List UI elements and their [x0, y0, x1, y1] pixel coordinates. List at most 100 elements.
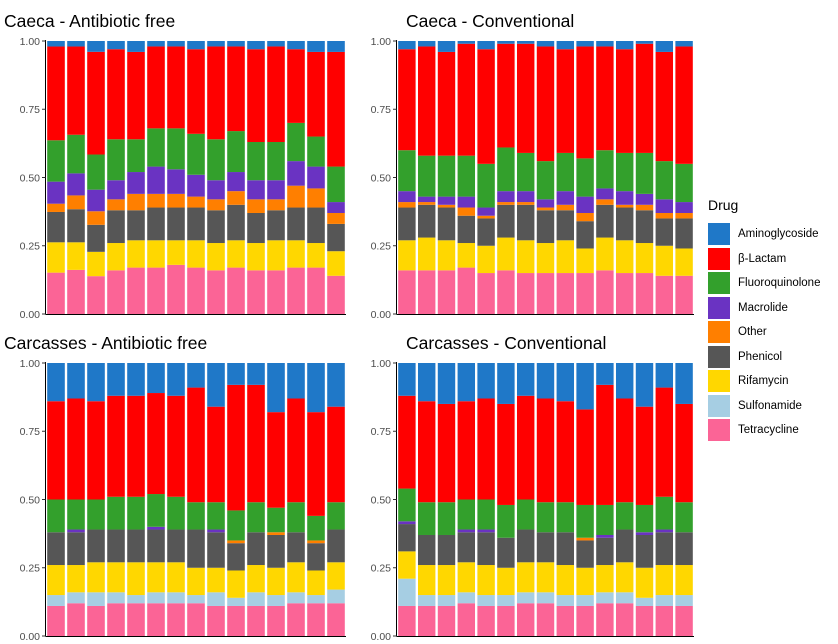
- bar-segment: [516, 43, 535, 153]
- bar-segment: [477, 499, 495, 530]
- bar-segment: [536, 502, 555, 533]
- bar-segment: [307, 188, 325, 208]
- bar-segment: [287, 161, 305, 186]
- bar: [655, 41, 674, 314]
- bar-segment: [47, 532, 65, 566]
- bar-segment: [675, 212, 693, 219]
- bar-segment: [457, 196, 476, 208]
- legend-label: β-Lactam: [738, 252, 787, 265]
- bar-segment: [556, 595, 575, 606]
- bar-segment: [457, 401, 476, 500]
- bar-segment: [576, 567, 594, 596]
- bar-segment: [576, 212, 594, 222]
- legend-swatch: [708, 247, 730, 270]
- bar-segment: [398, 605, 416, 636]
- bar-segment: [417, 237, 436, 271]
- bar-segment: [167, 240, 185, 265]
- bar-segment: [227, 363, 245, 385]
- bar-segment: [675, 248, 693, 276]
- bar-segment: [655, 605, 674, 636]
- bar-segment: [147, 592, 165, 604]
- bar-segment: [675, 605, 693, 636]
- bar-segment: [127, 172, 145, 194]
- bar: [536, 41, 555, 314]
- bar-segment: [87, 41, 105, 52]
- legend-swatch: [708, 370, 730, 393]
- bar-segment: [477, 398, 495, 500]
- bar-segment: [457, 603, 476, 636]
- bar-segment: [497, 567, 515, 596]
- bar-segment: [398, 191, 416, 203]
- bar-segment: [287, 363, 305, 399]
- bar-segment: [327, 589, 345, 604]
- bar-segment: [327, 223, 345, 252]
- bar-segment: [227, 131, 245, 173]
- bar-segment: [576, 46, 594, 159]
- bar-segment: [287, 49, 305, 123]
- bar-segment: [675, 46, 693, 164]
- bar-segment: [477, 207, 495, 216]
- bar-segment: [87, 562, 105, 593]
- bar-segment: [287, 532, 305, 563]
- panel-title: Carcasses - Antibiotic free: [4, 333, 207, 353]
- bar-segment: [398, 41, 416, 50]
- bar: [127, 41, 145, 314]
- bar-segment: [635, 243, 654, 274]
- bar-segment: [307, 136, 325, 167]
- y-tick-label: 1.00: [371, 36, 392, 48]
- bar-segment: [576, 196, 594, 213]
- bar-segment: [437, 196, 456, 205]
- bar-segment: [207, 180, 225, 200]
- bar-segment: [207, 406, 225, 503]
- bar-segment: [497, 191, 515, 203]
- bar-segment: [127, 193, 145, 211]
- y-tick-label: 0.75: [20, 426, 41, 438]
- bar: [497, 363, 515, 636]
- bar-segment: [327, 166, 345, 203]
- bar-segment: [47, 605, 65, 636]
- bar: [655, 363, 674, 636]
- bar-segment: [675, 502, 693, 533]
- y-tick-label: 0.00: [20, 309, 41, 321]
- bar-segment: [675, 218, 693, 249]
- y-axis: 0.00 0.25 0.50 0.75 1.00: [371, 358, 694, 643]
- bar-segment: [147, 240, 165, 268]
- bar-segment: [107, 562, 125, 593]
- bar: [147, 363, 165, 636]
- bar-segment: [457, 529, 476, 533]
- bar-segment: [437, 41, 456, 52]
- bar: [267, 363, 285, 636]
- bar-segment: [497, 403, 515, 505]
- bar-segment: [516, 529, 535, 563]
- bar-segment: [536, 243, 555, 274]
- bar-segment: [87, 154, 105, 190]
- bar-segment: [227, 204, 245, 241]
- legend-item: Sulfonamide: [708, 394, 836, 419]
- bar-segment: [247, 41, 265, 50]
- bar-segment: [187, 240, 205, 268]
- bar-segment: [615, 562, 634, 593]
- bar-segment: [437, 595, 456, 606]
- bar-segment: [635, 363, 654, 407]
- bar-segment: [457, 41, 476, 44]
- legend: Drug Aminoglycoside β-Lactam Fluoroquinolo…: [708, 196, 836, 443]
- bar-segment: [187, 502, 205, 530]
- bar-segment: [497, 237, 515, 271]
- bar-segment: [167, 363, 185, 396]
- bar-segment: [655, 496, 674, 530]
- bar-segment: [615, 273, 634, 314]
- bar-segment: [327, 275, 345, 314]
- bar-segment: [457, 532, 476, 563]
- bar-segment: [675, 275, 693, 314]
- bar-segment: [457, 243, 476, 268]
- bar: [457, 41, 476, 314]
- bar-segment: [635, 273, 654, 314]
- bar-segment: [147, 46, 165, 129]
- bar-segment: [576, 605, 594, 636]
- bar-segment: [457, 592, 476, 604]
- bar-segment: [107, 199, 125, 211]
- bar-segment: [615, 529, 634, 563]
- bar-segment: [267, 412, 285, 508]
- bar-segment: [47, 211, 65, 243]
